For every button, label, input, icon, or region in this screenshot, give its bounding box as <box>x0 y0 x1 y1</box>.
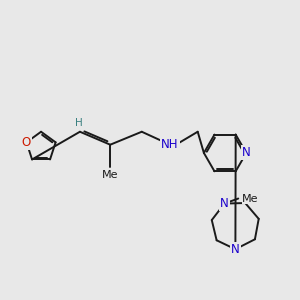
Text: Me: Me <box>102 170 119 180</box>
Text: H: H <box>75 118 82 128</box>
Text: NH: NH <box>161 138 179 151</box>
Text: Me: Me <box>242 194 259 203</box>
Text: N: N <box>242 146 251 159</box>
Text: N: N <box>220 197 229 210</box>
Text: N: N <box>231 243 240 256</box>
Text: O: O <box>22 136 31 149</box>
